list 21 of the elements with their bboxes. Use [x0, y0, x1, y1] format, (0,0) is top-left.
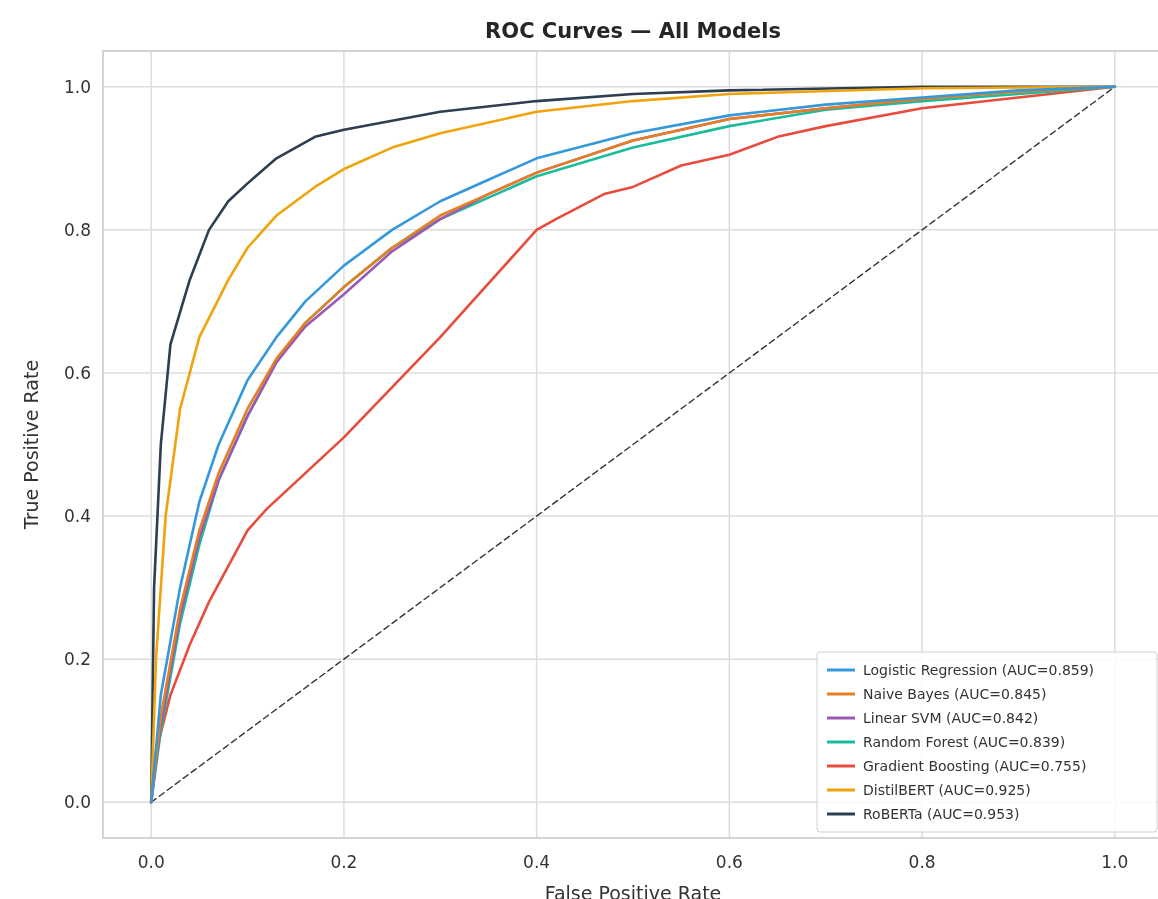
legend-label: Gradient Boosting (AUC=0.755) [863, 758, 1087, 774]
x-tick-label: 1.0 [1101, 852, 1129, 872]
x-tick-label: 0.4 [523, 852, 551, 872]
legend-label: RoBERTa (AUC=0.953) [863, 806, 1020, 822]
y-tick-label: 0.6 [63, 362, 91, 383]
legend-label: Random Forest (AUC=0.839) [863, 734, 1066, 750]
y-tick-label: 0.2 [63, 649, 91, 670]
y-axis-title: True Positive Rate [20, 359, 42, 531]
x-tick-label: 0.2 [330, 852, 358, 872]
y-tick-label: 1.0 [63, 76, 91, 97]
legend-label: Naive Bayes (AUC=0.845) [863, 686, 1047, 702]
y-tick-label: 0.8 [63, 219, 91, 240]
chart-title: ROC Curves — All Models [485, 19, 781, 43]
legend-label: Linear SVM (AUC=0.842) [863, 710, 1039, 726]
legend-label: Logistic Regression (AUC=0.859) [863, 662, 1095, 678]
x-tick-label: 0.0 [137, 852, 165, 872]
y-tick-label: 0.0 [63, 792, 91, 813]
y-tick-label: 0.4 [63, 506, 91, 527]
x-tick-label: 0.8 [908, 852, 936, 872]
legend-label: DistilBERT (AUC=0.925) [863, 782, 1031, 798]
x-tick-label: 0.6 [715, 852, 743, 872]
